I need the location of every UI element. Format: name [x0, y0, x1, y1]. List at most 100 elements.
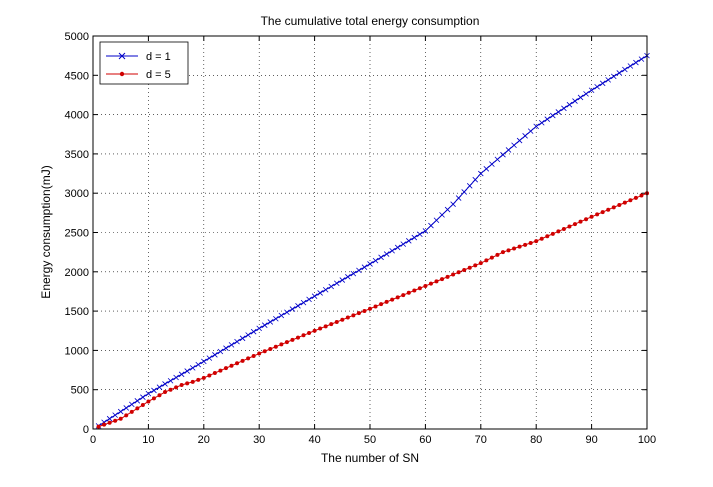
- data-point: [123, 405, 130, 411]
- data-point: [256, 325, 262, 332]
- data-point: [528, 240, 533, 245]
- data-point: [157, 393, 162, 398]
- data-point: [533, 123, 539, 130]
- data-point: [389, 247, 395, 254]
- legend: d = 1 d = 5: [99, 41, 189, 85]
- data-point: [311, 293, 318, 299]
- legend-label-d1: d = 1: [146, 51, 171, 63]
- x-tick-label: 100: [638, 434, 656, 446]
- x-tick-label: 80: [530, 434, 542, 446]
- data-point: [306, 296, 312, 303]
- data-point: [217, 348, 224, 355]
- data-point: [340, 317, 345, 322]
- data-point: [455, 195, 462, 201]
- x-tick-label: 10: [142, 434, 154, 446]
- data-point: [334, 319, 339, 324]
- x-axis-label: The number of SN: [321, 451, 419, 465]
- data-point: [478, 170, 484, 177]
- data-point: [278, 312, 285, 319]
- data-point: [494, 156, 501, 163]
- data-point: [350, 270, 357, 277]
- data-point: [295, 303, 301, 309]
- data-point: [633, 195, 638, 200]
- data-point: [473, 263, 478, 268]
- data-point: [368, 306, 372, 311]
- data-point: [284, 309, 290, 316]
- data-point: [173, 374, 179, 381]
- data-point: [240, 358, 245, 363]
- data-point: [444, 206, 451, 213]
- data-point: [616, 70, 623, 76]
- data-point: [566, 101, 573, 108]
- data-point: [489, 255, 494, 260]
- data-point: [262, 349, 267, 354]
- data-point: [151, 387, 157, 394]
- data-point: [627, 63, 634, 69]
- data-point: [307, 331, 312, 336]
- data-point: [583, 91, 589, 97]
- data-point: [633, 59, 639, 66]
- data-point: [461, 189, 467, 195]
- series-line: [98, 55, 648, 427]
- data-point: [538, 119, 545, 126]
- data-point: [406, 290, 411, 295]
- data-point: [267, 319, 274, 325]
- data-point: [162, 381, 168, 387]
- data-point: [423, 283, 428, 288]
- data-point: [195, 361, 202, 368]
- series-layer: [95, 52, 650, 429]
- data-point: [483, 166, 490, 172]
- data-point: [379, 302, 384, 307]
- data-point: [207, 373, 212, 378]
- x-tick-label: 70: [475, 434, 487, 446]
- x-tick-label: 20: [198, 434, 210, 446]
- data-point: [456, 270, 461, 275]
- data-point: [179, 382, 184, 387]
- data-point: [201, 358, 207, 365]
- data-point: [333, 280, 340, 287]
- data-point: [212, 371, 217, 376]
- data-point: [512, 246, 517, 251]
- data-point: [572, 98, 578, 104]
- data-point: [140, 394, 146, 400]
- data-point: [595, 212, 600, 217]
- x-tick-label: 30: [253, 434, 265, 446]
- data-point: [117, 408, 124, 415]
- y-tick-label: 2000: [65, 267, 89, 279]
- data-point: [328, 283, 335, 290]
- data-point: [450, 201, 456, 207]
- data-point: [561, 105, 567, 112]
- data-point: [422, 228, 429, 234]
- data-point: [588, 87, 595, 94]
- data-point: [128, 401, 135, 408]
- data-point: [290, 337, 295, 342]
- data-point: [261, 322, 268, 328]
- data-point: [295, 335, 300, 340]
- data-point: [156, 384, 163, 390]
- data-point: [134, 398, 141, 404]
- data-point: [500, 250, 505, 255]
- data-point: [124, 413, 129, 418]
- data-point: [351, 313, 356, 318]
- data-point: [639, 193, 644, 198]
- data-point: [561, 226, 566, 231]
- data-point: [555, 109, 562, 115]
- data-point: [577, 94, 584, 101]
- data-point: [168, 387, 173, 392]
- data-point: [478, 261, 483, 266]
- data-point: [611, 205, 616, 210]
- legend-box: [99, 41, 189, 85]
- data-point: [539, 236, 544, 241]
- y-tick-label: 2500: [65, 228, 89, 240]
- data-point: [96, 424, 101, 429]
- data-point: [322, 286, 329, 293]
- data-point: [268, 346, 273, 351]
- x-tick-label: 50: [364, 434, 376, 446]
- data-point: [189, 365, 196, 371]
- axis-ticks: 0 10 20 30 40 50 60 70 80 90 100050010001500200025…: [65, 31, 657, 446]
- data-point: [383, 251, 390, 257]
- y-axis-label: Energy consumption(mJ): [39, 165, 53, 298]
- data-point: [107, 420, 112, 425]
- data-point: [223, 366, 228, 371]
